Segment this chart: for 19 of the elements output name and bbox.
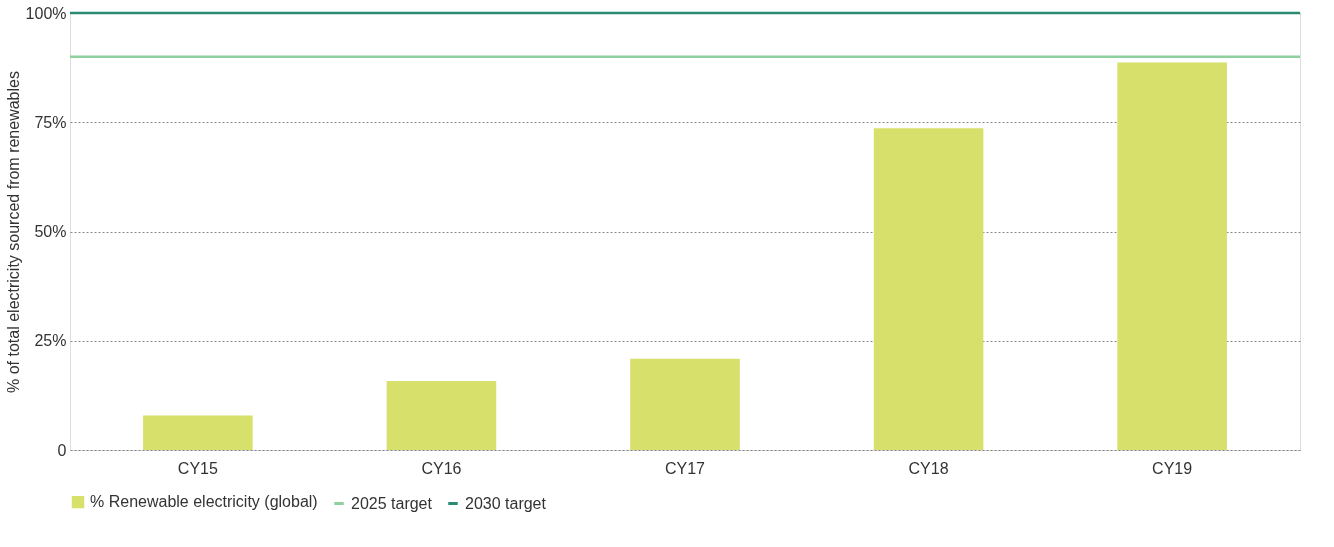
y-tick-label: 75% — [34, 113, 67, 131]
legend-label: % Renewable electricity (global) — [90, 493, 318, 511]
bar — [873, 128, 984, 450]
y-tick-label: 25% — [34, 332, 67, 350]
bar — [630, 358, 740, 450]
legend-label: 2030 target — [465, 494, 547, 512]
x-tick-label: CY18 — [908, 459, 949, 477]
bar — [143, 415, 253, 450]
legend-label: 2025 target — [351, 494, 433, 512]
y-axis-title: % of total electricity sourced from renewables — [4, 71, 22, 393]
bar — [1117, 62, 1227, 450]
bar — [386, 380, 497, 450]
x-tick-label: CY17 — [664, 459, 706, 477]
y-tick-label: 100% — [25, 4, 67, 22]
y-tick-label: 50% — [34, 223, 67, 240]
x-tick-label: CY15 — [177, 459, 218, 477]
x-tick-label: CY19 — [1152, 459, 1193, 477]
y-tick-label: 0 — [57, 441, 67, 459]
x-tick-label: CY16 — [421, 459, 462, 477]
